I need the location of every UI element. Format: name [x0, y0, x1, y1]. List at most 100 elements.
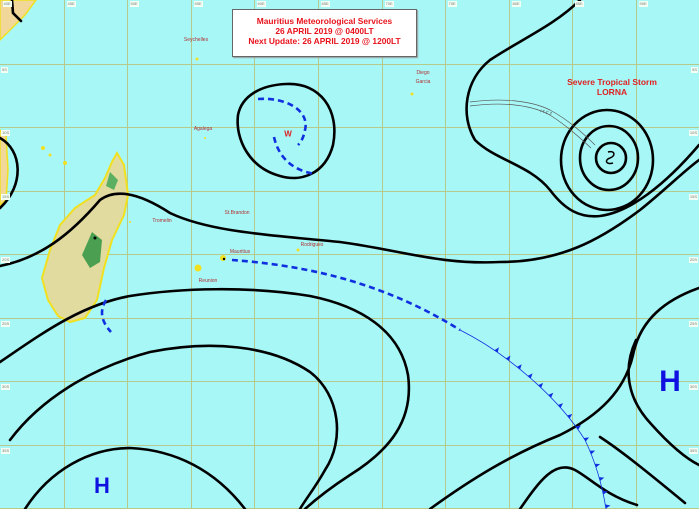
longitude-label: 65E	[320, 1, 330, 7]
mauritius-marker	[222, 257, 226, 261]
cold-front-triangle	[557, 403, 563, 408]
isobar	[0, 136, 19, 210]
latitude-label: 25S	[688, 320, 698, 327]
place-tromelin: Tromelin	[152, 218, 172, 224]
cold-front-triangle	[548, 392, 554, 398]
storm-category: Severe Tropical Storm	[567, 77, 657, 87]
longitude-label: 85E	[574, 1, 584, 7]
island-rodrigues	[296, 248, 300, 252]
antananarivo-marker	[93, 236, 97, 240]
bulletin-header: Mauritius Meteorological Services 26 APR…	[232, 9, 417, 57]
place-agalega: Agalega	[193, 126, 213, 132]
troughs	[100, 97, 461, 333]
longitude-label: 45E	[66, 1, 76, 7]
island-tromelin	[129, 221, 131, 223]
low-pressure-w-label: W	[284, 129, 292, 139]
latitude-label: 15S	[1, 193, 11, 200]
place-mauritius: Mauritius	[229, 249, 251, 255]
header-agency: Mauritius Meteorological Services	[256, 16, 393, 26]
latitude-label: 25S	[1, 320, 11, 327]
longitude-label: 80E	[511, 1, 521, 7]
latitude-label: 30S	[1, 383, 11, 390]
longitude-label: 50E	[129, 1, 139, 7]
itcz	[469, 99, 596, 149]
island-reunion	[194, 264, 202, 272]
isobar	[428, 286, 699, 509]
isobar	[518, 466, 639, 509]
header-issue-time: 26 APRIL 2019 @ 0400LT	[275, 26, 374, 36]
longitude-label: 70E	[384, 1, 394, 7]
place-rodrigues: Rodrigues	[300, 242, 324, 248]
trough-madagascar	[100, 299, 112, 333]
island-comoros-3	[63, 161, 67, 165]
cold-front-triangle	[589, 450, 596, 455]
latitude-label: 20S	[1, 256, 11, 263]
trough-mauritius	[231, 258, 461, 332]
isobar-lorna-inner	[594, 141, 628, 175]
latitude-label: 30S	[688, 383, 698, 390]
longitude-label: 90E	[638, 1, 648, 7]
isobar	[10, 0, 23, 23]
latitude-label: 15S	[688, 193, 698, 200]
cold-front	[459, 329, 607, 509]
isobar	[0, 287, 411, 509]
latitude-label: 35S	[1, 447, 11, 454]
latitude-label: 35S	[688, 447, 698, 454]
place-diego-garcia: Diego Garcia	[415, 70, 431, 85]
africa-coast-top	[0, 0, 37, 42]
cold-front-triangle	[575, 425, 582, 430]
island-agalega	[204, 137, 206, 139]
latitude-label: 5S	[691, 66, 698, 73]
island-comoros-2	[48, 153, 52, 157]
cold-front-triangle	[598, 477, 605, 481]
trough-w-spiral	[257, 97, 307, 146]
isobar	[0, 158, 699, 268]
storm-label: Severe Tropical Storm LORNA	[567, 77, 657, 97]
longitude-label: 55E	[193, 1, 203, 7]
place-seychelles: Seychelles	[183, 37, 209, 43]
isobar	[23, 446, 247, 509]
cold-front-triangle	[494, 347, 499, 353]
longitude-label: 75E	[447, 1, 457, 7]
cold-front-triangle	[567, 413, 573, 419]
cold-front-triangle	[527, 373, 533, 379]
island-comoros-1	[41, 146, 45, 150]
itcz-label: I T C Z	[540, 108, 553, 116]
isobar	[8, 344, 339, 509]
cold-front-triangle	[602, 490, 608, 495]
longitude-label: 40E	[2, 1, 12, 7]
isobar-w-loop	[236, 82, 336, 180]
isobar-lorna-middle	[578, 124, 640, 192]
cold-front-triangles	[494, 347, 611, 509]
isobar	[465, 0, 699, 218]
madagascar-highlands	[82, 232, 102, 268]
cold-front-triangle	[538, 382, 544, 388]
place-reunion: Reunion	[198, 278, 218, 284]
isobar-lorna-outer	[559, 108, 655, 212]
isobar	[627, 338, 699, 467]
trough-w-lower	[272, 136, 316, 176]
latitude-label: 5S	[1, 66, 8, 73]
latitude-label: 10S	[1, 129, 11, 136]
latitude-label: 10S	[688, 129, 698, 136]
isobar	[598, 435, 687, 505]
longitude-label: 60E	[256, 1, 266, 7]
storm-name: LORNA	[596, 87, 628, 97]
cold-front-triangle	[505, 355, 511, 361]
high-pressure-east-label: H	[659, 365, 681, 398]
cold-front-triangle	[594, 463, 601, 468]
header-next-update: Next Update: 26 APRIL 2019 @ 1200LT	[248, 36, 401, 46]
cold-front-triangle	[583, 437, 590, 442]
latitude-label: 20S	[688, 256, 698, 263]
island-seychelles	[195, 57, 199, 61]
place-st-brandon: St.Brandon	[224, 210, 250, 216]
tropical-storm-symbol	[605, 150, 615, 165]
cold-front-triangle	[516, 364, 522, 370]
high-pressure-southwest-label: H	[94, 473, 110, 498]
island-mauritius	[220, 255, 226, 261]
island-diego-garcia	[410, 92, 414, 96]
madagascar-north-forest	[106, 172, 118, 190]
cold-front-triangle	[605, 504, 611, 509]
